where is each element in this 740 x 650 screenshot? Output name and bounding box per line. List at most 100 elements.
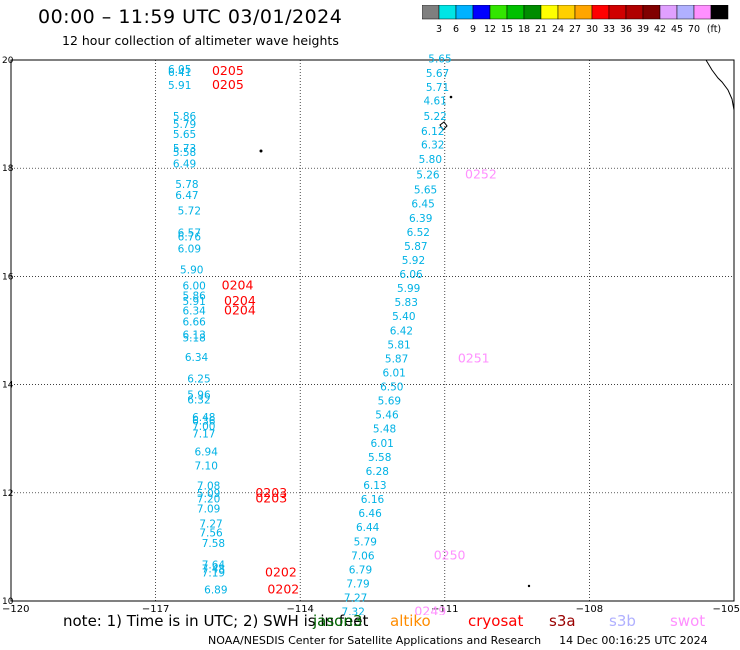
legend-item-jason3: jason3 xyxy=(313,612,363,630)
y-tick-label: 12 xyxy=(2,489,13,499)
wave-height-point: 6.34 xyxy=(185,352,209,364)
wave-height-point: 7.10 xyxy=(195,461,218,473)
data-points: 6.056.415.915.865.795.655.735.586.495.78… xyxy=(168,54,497,615)
wave-height-point: 6.44 xyxy=(356,522,380,534)
y-tick-label: 10 xyxy=(2,597,14,607)
pass-time-label: 0204 xyxy=(224,302,256,317)
colorbar-tick-label: 30 xyxy=(586,24,598,35)
colorbar-tick-label: 70 xyxy=(688,24,700,35)
colorbar-unit: (ft) xyxy=(707,24,721,35)
wave-height-point: 6.09 xyxy=(178,244,201,256)
wave-height-point: 5.09 xyxy=(197,488,220,500)
y-tick-label: 16 xyxy=(2,272,14,282)
legend-item-s3a: s3a xyxy=(549,612,576,630)
wave-height-point: 5.40 xyxy=(392,311,415,323)
wave-height-point: 6.45 xyxy=(411,199,434,211)
legend-item-s3b: s3b xyxy=(609,612,636,630)
colorbar-tick-label: 12 xyxy=(484,24,496,35)
colorbar-tick-label: 9 xyxy=(470,24,476,35)
plot-frame xyxy=(10,59,735,602)
wave-height-point: 6.94 xyxy=(195,446,219,458)
wave-height-point: 6.12 xyxy=(421,126,444,138)
wave-height-point: 6.89 xyxy=(204,584,227,596)
colorbar-swatch xyxy=(710,5,729,20)
wave-height-point: 6.41 xyxy=(168,67,191,79)
wave-height-point: 5.69 xyxy=(378,396,401,408)
colorbar-tick-label: 15 xyxy=(501,24,513,35)
colorbar-tick-label: 33 xyxy=(603,24,615,35)
y-tick-label: 20 xyxy=(2,56,14,66)
wave-height-point: 5.80 xyxy=(419,154,442,166)
island-socorro xyxy=(439,121,448,131)
island-small-2 xyxy=(259,149,263,153)
axis-labels: −120 −117 −114 −111 −108 −105 10 12 14 16 18 20 xyxy=(2,56,740,615)
colorbar-tick-label: 18 xyxy=(518,24,530,35)
wave-height-point: 5.79 xyxy=(173,119,196,131)
chart-subtitle: 12 hour collection of altimeter wave hei… xyxy=(62,33,339,48)
grid-lines xyxy=(11,60,734,601)
wave-height-point: 6.25 xyxy=(187,373,210,385)
chart-title: 00:00 – 11:59 UTC 03/01/2024 xyxy=(38,6,343,28)
wave-height-point: 6.46 xyxy=(358,508,382,520)
wave-height-point: 5.90 xyxy=(180,265,203,277)
wave-height-point: 5.78 xyxy=(175,179,198,191)
coastline-baja-tip xyxy=(705,59,735,111)
wave-height-point: 5.67 xyxy=(426,68,449,80)
colorbar-tick-label: 42 xyxy=(654,24,666,35)
wave-height-point: 5.73 xyxy=(173,143,196,155)
wave-height-point: 7.58 xyxy=(202,538,225,550)
wave-height-point: 6.32 xyxy=(187,395,210,407)
pass-time-label: 0203 xyxy=(255,491,287,506)
wave-height-point: 6.39 xyxy=(409,213,432,225)
pass-time-label: 0250 xyxy=(434,547,466,562)
wave-height-point: 6.16 xyxy=(361,494,385,506)
wave-height-point: 5.71 xyxy=(426,82,449,94)
wave-height-point: 7.27 xyxy=(199,518,222,530)
wave-height-point: 4.61 xyxy=(423,95,446,107)
wave-height-point: 5.87 xyxy=(404,241,427,253)
wave-height-point: 5.46 xyxy=(375,410,399,422)
wave-height-point: 5.58 xyxy=(173,147,196,159)
pass-time-label: 0204 xyxy=(222,277,254,292)
pass-time-label: 0249 xyxy=(414,604,446,615)
footer: NOAA/NESDIS Center for Satellite Applica… xyxy=(208,634,708,647)
wave-height-point: 7.20 xyxy=(197,494,220,506)
wave-height-point: 5.86 xyxy=(173,111,197,123)
wave-height-point: 7.27 xyxy=(344,593,367,605)
x-tick-label: −120 xyxy=(2,604,29,615)
wave-height-point: 6.49 xyxy=(173,159,196,171)
wave-height-point: 6.32 xyxy=(421,140,444,152)
wave-height-point: 6.79 xyxy=(349,564,372,576)
wave-height-point: 6.52 xyxy=(407,227,430,239)
legend-note: note: 1) Time is in UTC; 2) SWH is in fe… xyxy=(63,612,369,630)
wave-height-map: −120 −117 −114 −111 −108 −105 10 12 14 16 18 20 6.0… xyxy=(2,54,740,615)
wave-height-point: 6.57 xyxy=(178,227,201,239)
island-small-3 xyxy=(527,584,531,588)
pass-time-label: 0204 xyxy=(224,293,256,308)
wave-height-point: 5.92 xyxy=(402,255,425,267)
wave-height-point: 5.87 xyxy=(385,353,408,365)
wave-height-point: 5.96 xyxy=(187,390,211,402)
wave-height-point: 6.34 xyxy=(182,305,206,317)
satellite-legend: note: 1) Time is in UTC; 2) SWH is in fe… xyxy=(0,610,740,630)
pass-time-label: 0252 xyxy=(465,166,497,181)
wave-height-point: 6.01 xyxy=(382,367,405,379)
wave-height-point: 6.47 xyxy=(175,190,198,202)
x-tick-label: −117 xyxy=(142,604,169,615)
wave-height-point: 5.65 xyxy=(173,129,196,141)
wave-height-point: 6.50 xyxy=(380,382,403,394)
wave-height-point: 6.28 xyxy=(366,466,389,478)
legend-item-cryosat: cryosat xyxy=(468,612,524,630)
wave-height-point: 6.36 xyxy=(192,416,216,428)
legend-item-altiko: altiko xyxy=(390,612,431,630)
wave-height-point: 5.18 xyxy=(182,332,205,344)
pass-time-label: 0205 xyxy=(212,77,244,92)
colorbar-tick-label: 21 xyxy=(535,24,547,35)
y-tick-label: 18 xyxy=(2,164,14,174)
wave-height-point: 6.13 xyxy=(182,330,205,342)
wave-height-point: 7.56 xyxy=(199,528,223,540)
wave-height-point: 5.26 xyxy=(416,169,440,181)
x-tick-label: −114 xyxy=(286,604,313,615)
wave-height-point: 7.32 xyxy=(342,607,365,615)
x-tick-label: −105 xyxy=(713,604,740,615)
